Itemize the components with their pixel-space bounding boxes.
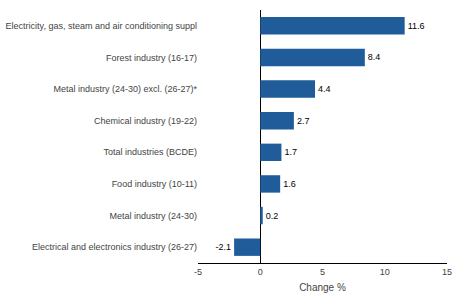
- svg-text:-5: -5: [194, 267, 202, 277]
- svg-text:0.2: 0.2: [266, 211, 279, 221]
- svg-text:Electrical and electronics ind: Electrical and electronics industry (26-…: [32, 242, 197, 252]
- svg-text:Chemical industry (19-22): Chemical industry (19-22): [94, 116, 197, 126]
- svg-text:Change %: Change %: [299, 282, 346, 293]
- svg-text:Metal industry (24-30) excl. (: Metal industry (24-30) excl. (26-27)*: [53, 84, 197, 94]
- svg-text:1.7: 1.7: [284, 147, 297, 157]
- svg-text:4.4: 4.4: [318, 84, 331, 94]
- svg-text:Metal industry (24-30): Metal industry (24-30): [109, 211, 197, 221]
- svg-text:11.6: 11.6: [408, 21, 425, 31]
- svg-text:Food industry (10-11): Food industry (10-11): [112, 179, 197, 189]
- svg-text:8.4: 8.4: [368, 52, 381, 62]
- svg-text:Forest industry (16-17): Forest industry (16-17): [106, 53, 197, 63]
- svg-text:-2.1: -2.1: [216, 242, 232, 252]
- svg-text:Total industries (BCDE): Total industries (BCDE): [103, 147, 197, 157]
- svg-text:15: 15: [442, 267, 452, 277]
- svg-text:0: 0: [258, 267, 263, 277]
- svg-text:5: 5: [320, 267, 325, 277]
- svg-text:1.6: 1.6: [283, 179, 296, 189]
- svg-text:Electricity, gas, steam and ai: Electricity, gas, steam and air conditio…: [6, 21, 197, 31]
- svg-text:10: 10: [380, 267, 390, 277]
- svg-text:2.7: 2.7: [297, 116, 310, 126]
